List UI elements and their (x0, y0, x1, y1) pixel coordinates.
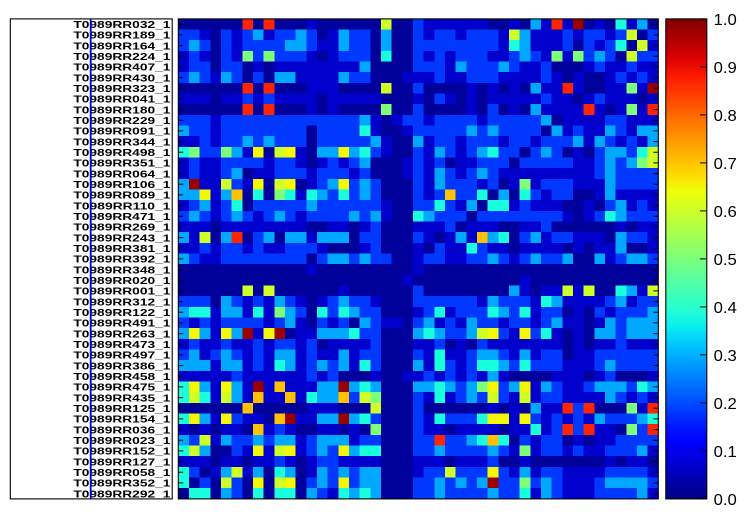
svg-text:T0989RR352_1: T0989RR352_1 (73, 478, 170, 490)
svg-text:T0989RR491_1: T0989RR491_1 (73, 318, 170, 330)
svg-text:T0989RR344_1: T0989RR344_1 (73, 136, 170, 148)
svg-text:0.3: 0.3 (714, 348, 737, 365)
svg-text:T0989RR348_1: T0989RR348_1 (73, 264, 170, 276)
svg-text:T0989RR269_1: T0989RR269_1 (73, 222, 170, 234)
svg-text:T0989RR001_1: T0989RR001_1 (73, 286, 170, 298)
svg-text:T0989RR312_1: T0989RR312_1 (73, 296, 170, 308)
svg-text:T0989RR020_1: T0989RR020_1 (73, 275, 170, 287)
svg-text:T0989RR064_1: T0989RR064_1 (73, 168, 170, 180)
svg-text:T0989RR110_1: T0989RR110_1 (73, 200, 170, 212)
svg-text:0.8: 0.8 (714, 108, 737, 125)
svg-text:0.2: 0.2 (714, 396, 737, 413)
svg-text:0.0: 0.0 (714, 492, 737, 509)
svg-text:0.9: 0.9 (714, 60, 737, 77)
svg-text:0.4: 0.4 (714, 300, 737, 317)
svg-text:T0989RR498_1: T0989RR498_1 (73, 147, 170, 159)
svg-text:T0989RR435_1: T0989RR435_1 (73, 392, 170, 404)
svg-text:0.7: 0.7 (714, 156, 737, 173)
svg-text:T0989RR032_1: T0989RR032_1 (73, 19, 170, 31)
svg-text:T0989RR041_1: T0989RR041_1 (73, 94, 170, 106)
svg-text:T0989RR471_1: T0989RR471_1 (73, 211, 170, 223)
svg-text:T0989RR058_1: T0989RR058_1 (73, 467, 170, 479)
svg-text:T0989RR106_1: T0989RR106_1 (73, 179, 170, 191)
svg-text:T0989RR089_1: T0989RR089_1 (73, 190, 170, 202)
svg-text:1.0: 1.0 (714, 12, 737, 29)
svg-text:T0989RR125_1: T0989RR125_1 (73, 403, 170, 415)
svg-text:0.5: 0.5 (714, 252, 737, 269)
svg-text:T0989RR122_1: T0989RR122_1 (73, 307, 170, 319)
svg-text:T0989RR473_1: T0989RR473_1 (73, 339, 170, 351)
svg-text:T0989RR407_1: T0989RR407_1 (73, 62, 170, 74)
svg-text:T0989RR386_1: T0989RR386_1 (73, 360, 170, 372)
svg-text:T0989RR127_1: T0989RR127_1 (73, 456, 170, 468)
svg-text:0.1: 0.1 (714, 444, 737, 461)
svg-text:T0989RR392_1: T0989RR392_1 (73, 254, 170, 266)
svg-text:T0989RR229_1: T0989RR229_1 (73, 115, 170, 127)
svg-text:T0989RR189_1: T0989RR189_1 (73, 30, 170, 42)
svg-text:T0989RR180_1: T0989RR180_1 (73, 104, 170, 116)
svg-text:T0989RR458_1: T0989RR458_1 (73, 371, 170, 383)
svg-text:T0989RR224_1: T0989RR224_1 (73, 51, 170, 63)
svg-text:T0989RR152_1: T0989RR152_1 (73, 446, 170, 458)
svg-text:T0989RR164_1: T0989RR164_1 (73, 40, 170, 52)
svg-text:T0989RR243_1: T0989RR243_1 (73, 232, 170, 244)
svg-text:T0989RR091_1: T0989RR091_1 (73, 126, 170, 138)
svg-text:T0989RR351_1: T0989RR351_1 (73, 158, 170, 170)
svg-text:T0989RR430_1: T0989RR430_1 (73, 72, 170, 84)
svg-text:T0989RR475_1: T0989RR475_1 (73, 382, 170, 394)
svg-text:T0989RR292_1: T0989RR292_1 (73, 488, 170, 500)
svg-text:T0989RR263_1: T0989RR263_1 (73, 328, 170, 340)
svg-text:0.6: 0.6 (714, 204, 737, 221)
svg-text:T0989RR323_1: T0989RR323_1 (73, 83, 170, 95)
svg-text:T0989RR497_1: T0989RR497_1 (73, 350, 170, 362)
svg-text:T0989RR381_1: T0989RR381_1 (73, 243, 170, 255)
svg-text:T0989RR154_1: T0989RR154_1 (73, 414, 170, 426)
svg-text:T0989RR036_1: T0989RR036_1 (73, 424, 170, 436)
svg-text:T0989RR023_1: T0989RR023_1 (73, 435, 170, 447)
